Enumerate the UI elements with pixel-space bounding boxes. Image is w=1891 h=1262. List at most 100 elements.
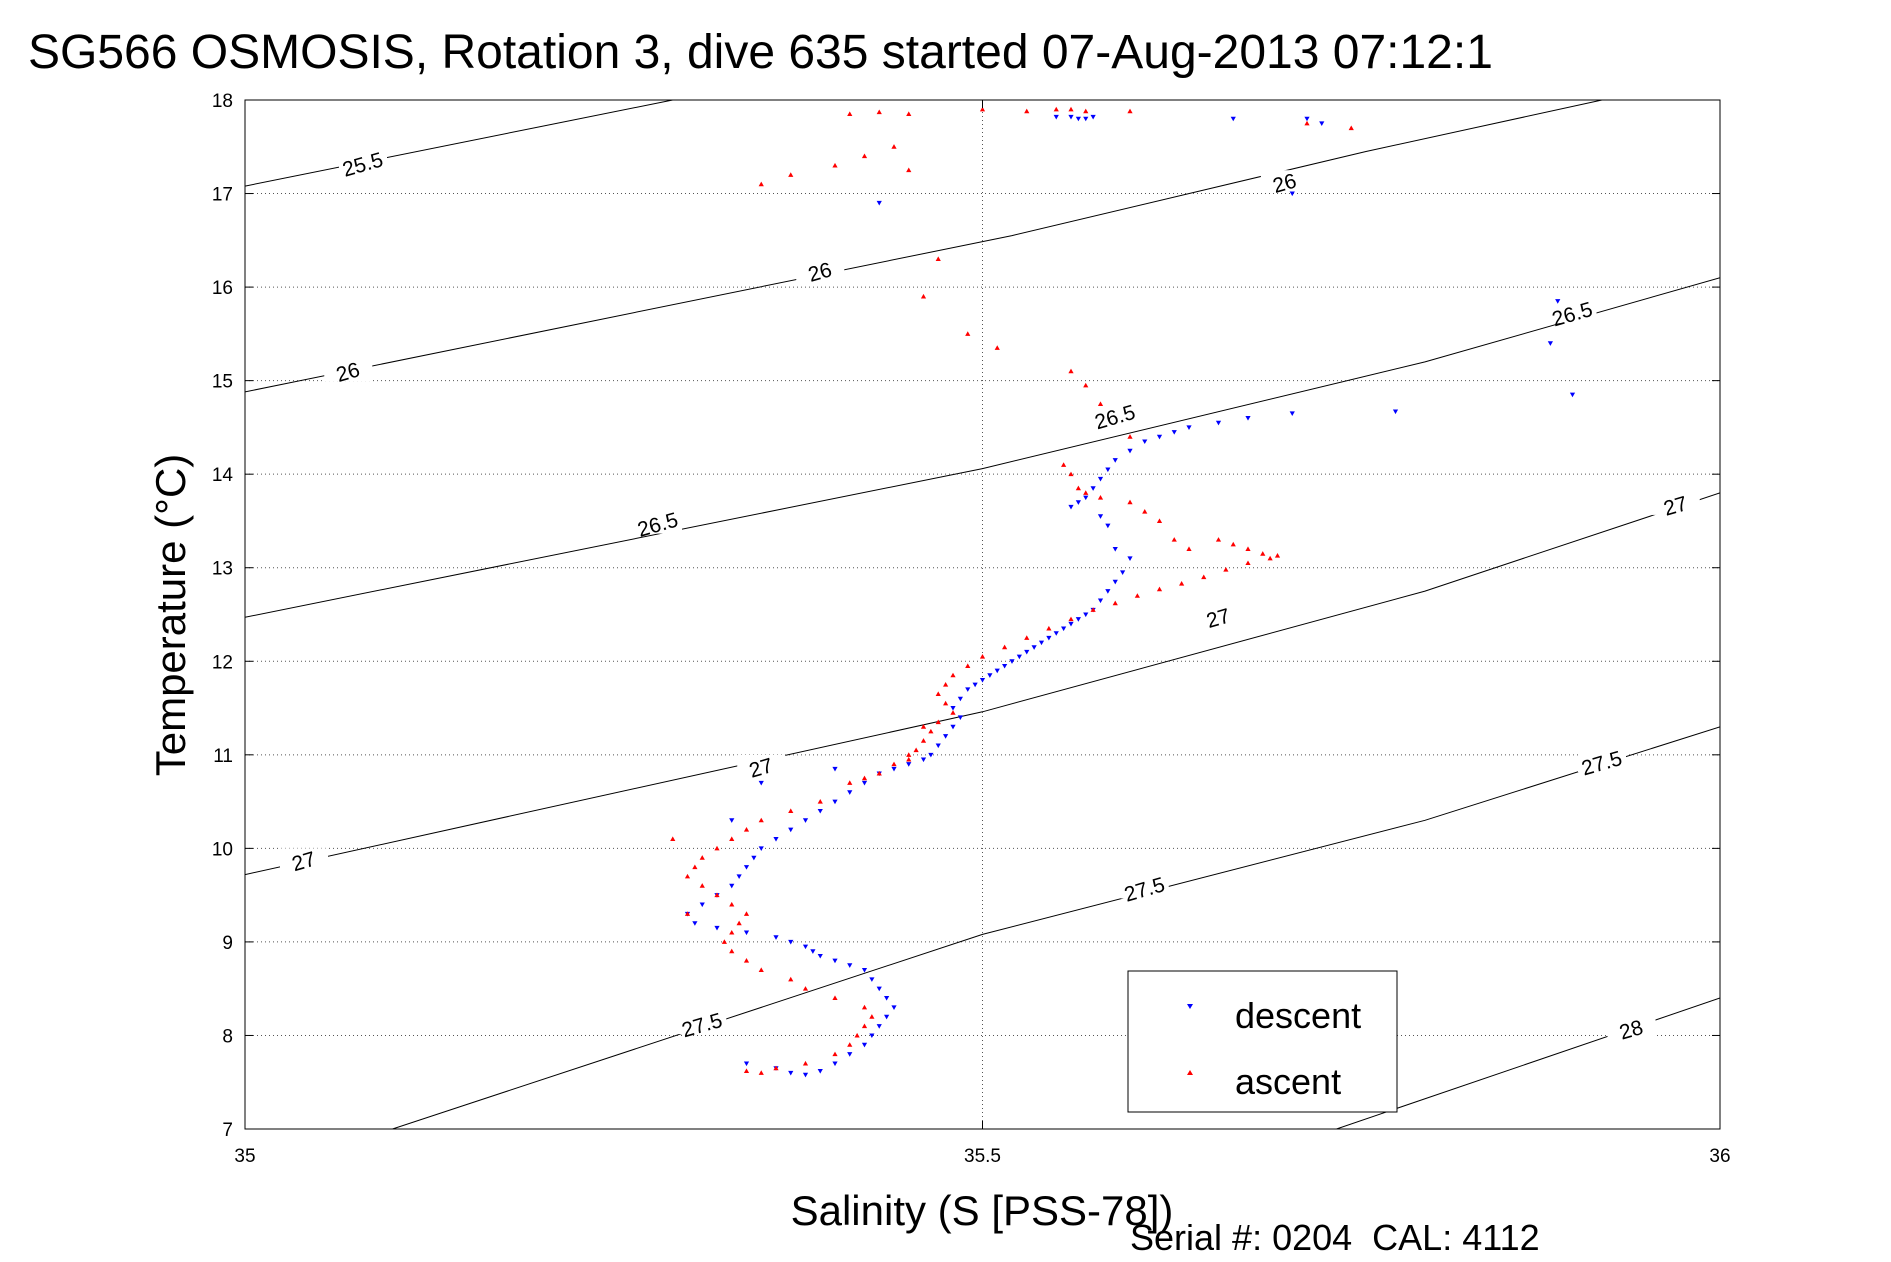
ascent-point	[743, 911, 750, 916]
descent-point	[876, 200, 882, 206]
descent-point	[1002, 663, 1008, 669]
ascent-point	[758, 181, 764, 187]
ascent-point	[847, 780, 853, 785]
ascent-point	[1186, 546, 1192, 552]
ascent-point	[1274, 552, 1281, 558]
ascent-point	[758, 1070, 764, 1075]
descent-point	[729, 818, 735, 823]
descent-point	[987, 673, 993, 678]
descent-point	[1230, 116, 1236, 122]
legend-label-descent: descent	[1235, 995, 1361, 1036]
y-axis-label: Temperature (°C)	[147, 454, 194, 777]
y-tick-label: 17	[212, 185, 233, 206]
descent-point	[1547, 341, 1553, 346]
density-contours	[245, 100, 1720, 1129]
descent-point	[1112, 547, 1118, 552]
ascent-point	[906, 167, 912, 173]
descent-point	[1083, 495, 1089, 501]
descent-point	[1569, 392, 1576, 398]
ascent-point	[847, 111, 853, 117]
y-tick-label: 11	[213, 746, 233, 767]
ascent-point	[1083, 108, 1089, 114]
ascent-point	[832, 1051, 838, 1057]
ascent-point	[943, 682, 949, 687]
ascent-point	[891, 761, 897, 767]
ascent-point	[965, 663, 971, 668]
descent-point	[817, 808, 823, 814]
ascent-point	[1223, 566, 1229, 572]
ascent-point	[965, 331, 971, 336]
ascent-point	[1245, 560, 1251, 566]
density-contour-25-5	[245, 100, 673, 187]
descent-point	[1171, 430, 1177, 435]
ascent-point	[1127, 499, 1133, 505]
descent-point	[920, 757, 927, 763]
legend: descent ascent	[1127, 970, 1398, 1113]
ascent-point	[1267, 555, 1273, 561]
density-contour-27-5	[392, 726, 1720, 1129]
ascent-point	[1002, 644, 1008, 650]
descent-point	[1120, 570, 1126, 576]
descent-point	[861, 967, 868, 973]
descent-point	[847, 1052, 853, 1057]
ascent-point	[1083, 382, 1089, 388]
descent-point	[861, 780, 868, 786]
contour-label-mask	[1260, 170, 1309, 193]
descent-point	[1289, 191, 1295, 197]
ascent-point	[743, 827, 750, 832]
y-tick-label: 14	[212, 465, 234, 486]
y-tick-label: 8	[222, 1026, 233, 1047]
ascent-point	[1348, 125, 1354, 131]
serial-cal-footer: Serial #: 0204 CAL: 4112	[1130, 1217, 1540, 1258]
ascent-point	[1142, 509, 1148, 514]
ascent-point	[802, 986, 809, 991]
ascent-point	[876, 109, 882, 115]
descent-point	[1304, 116, 1310, 122]
descent-point	[1105, 523, 1111, 529]
ascent-point	[1061, 462, 1067, 467]
ascent-point	[1068, 471, 1074, 477]
density-contour-labels: 25.526262626.526.526.52727272727.527.527…	[280, 148, 1700, 1045]
descent-point	[1053, 114, 1059, 120]
ascent-point	[1201, 574, 1207, 580]
ascent-point	[1068, 616, 1074, 622]
ascent-point	[943, 700, 949, 706]
ascent-point	[913, 747, 919, 753]
y-tick-label: 18	[212, 91, 233, 112]
ascent-point	[861, 1004, 868, 1010]
descent-point	[743, 865, 750, 870]
density-contour-28	[1336, 997, 1720, 1129]
ascent-point	[1215, 537, 1222, 542]
ascent-point	[1127, 108, 1133, 114]
descent-point	[1075, 116, 1081, 122]
contour-label-mask	[1607, 1016, 1656, 1039]
ascent-point	[861, 153, 868, 159]
descent-point	[994, 668, 1000, 674]
descent-point	[957, 715, 963, 720]
descent-point	[1061, 626, 1067, 632]
descent-point	[869, 1033, 875, 1039]
ascent-point	[920, 724, 927, 729]
ascent-point	[935, 691, 941, 697]
descent-point	[1112, 458, 1118, 463]
descent-point	[928, 752, 934, 758]
descent-point	[965, 687, 971, 692]
descent-point	[1075, 617, 1081, 622]
descent-point	[1024, 649, 1030, 655]
descent-point	[935, 743, 941, 749]
chart-title: SG566 OSMOSIS, Rotation 3, dive 635 star…	[28, 26, 1493, 79]
descent-point	[1046, 635, 1052, 641]
descent-point	[1127, 556, 1133, 561]
descent-point	[743, 930, 750, 936]
descent-point	[1053, 631, 1059, 636]
ascent-point	[861, 1023, 868, 1029]
y-tick-label: 16	[212, 278, 233, 299]
ascent-point	[832, 162, 838, 168]
ascent-point	[1304, 120, 1310, 126]
ascent-point	[832, 995, 838, 1001]
legend-label-ascent: ascent	[1235, 1061, 1341, 1102]
grid-lines	[244, 99, 1721, 1130]
descent-point	[1090, 486, 1096, 491]
descent-point	[788, 1070, 794, 1076]
ascent-point	[1046, 625, 1052, 631]
